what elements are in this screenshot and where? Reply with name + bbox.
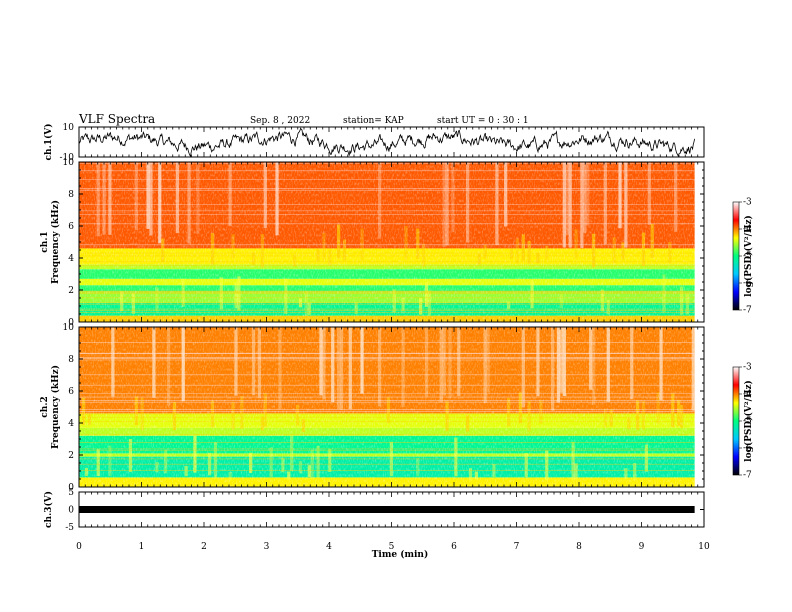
x-tick-label: 3 <box>264 542 270 552</box>
y-tick-label: 6 <box>68 222 74 232</box>
y-axis-title: Frequency (kHz) <box>50 365 61 449</box>
colorbar-label: log(PSD)(V²/Hz) <box>743 215 754 297</box>
panel-3: 0 2 4 6 8 10 ch.2 Frequency (kHz) <box>40 323 705 493</box>
colorbar-tick-label: -4 <box>743 225 752 235</box>
y-tick-label: 6 <box>68 387 74 397</box>
panel-4: 5 0 -5 ch.3(V) <box>43 488 705 533</box>
colorbar-1: -3 -4 -5 -6 -7 log(PSD)(V²/Hz) <box>732 198 754 316</box>
y-axis-title: Frequency (kHz) <box>50 200 61 284</box>
y-tick-label: -10 <box>60 153 75 163</box>
y-tick-label: 2 <box>68 286 74 296</box>
colorbars: -3 -4 -5 -6 -7 log(PSD)(V²/Hz) -3 -4 -5 -6 -7 log(P… <box>732 198 754 481</box>
header-station: station= KAP <box>343 116 404 126</box>
colorbar-bar <box>732 366 740 476</box>
colorbar-tick-label: -3 <box>743 363 752 373</box>
waveform-trace <box>78 127 695 158</box>
y-tick-label: 4 <box>68 254 74 264</box>
y-axis-title: ch.3(V) <box>43 491 54 528</box>
x-tick-label: 2 <box>201 542 207 552</box>
colorbar-tick-label: -3 <box>743 198 752 208</box>
y-tick-label: 4 <box>68 419 74 429</box>
speckle-noise <box>79 162 695 322</box>
x-tick-label: 8 <box>576 542 582 552</box>
y-axis-title: ch.2 <box>40 396 50 417</box>
x-tick-label: 5 <box>389 542 395 552</box>
colorbar-tick-label: -7 <box>743 471 752 481</box>
colorbar-label: log(PSD)(V²/Hz) <box>743 380 754 462</box>
colorbar-tick-label: -5 <box>743 417 752 427</box>
x-tick-label: 9 <box>639 542 645 552</box>
colorbar-tick-label: -6 <box>743 279 752 289</box>
panel-1: 10 -10 ch.1(V) <box>43 123 705 163</box>
x-tick-label: 4 <box>326 542 332 552</box>
y-tick-label: 10 <box>63 158 75 168</box>
y-tick-label: 2 <box>68 451 74 461</box>
colorbar-tick-label: -6 <box>743 444 752 454</box>
x-axis: Time (min) 0 1 2 3 4 5 6 7 8 9 10 <box>76 542 710 560</box>
waveform-trace <box>79 506 695 513</box>
colorbar-2: -3 -4 -5 -6 -7 log(PSD)(V²/Hz) <box>732 363 754 481</box>
panel-2: 0 2 4 6 8 10 ch.1 Frequency (kHz) <box>40 158 705 328</box>
chart-title: VLF Spectra <box>78 112 155 126</box>
y-tick-label: -5 <box>65 523 74 533</box>
y-axis-title: ch.1(V) <box>43 124 54 161</box>
y-tick-label: 10 <box>63 123 75 133</box>
x-tick-label: 6 <box>451 542 457 552</box>
x-tick-label: 1 <box>139 542 145 552</box>
y-tick-label: 0 <box>68 318 74 328</box>
y-tick-label: 5 <box>68 488 74 498</box>
colorbar-bar <box>732 201 740 311</box>
y-tick-label: 8 <box>68 355 74 365</box>
y-tick-label: 10 <box>63 323 75 333</box>
x-tick-label: 0 <box>76 542 82 552</box>
y-axis-title: ch.1 <box>40 231 50 252</box>
spectrogram-image <box>79 327 695 487</box>
header-start-time: start UT = 0 : 30 : 1 <box>437 116 529 126</box>
colorbar-tick-label: -5 <box>743 252 752 262</box>
colorbar-tick-label: -7 <box>743 306 752 316</box>
x-tick-label: 7 <box>514 542 520 552</box>
speckle-noise <box>79 327 695 487</box>
header-date: Sep. 8 , 2022 <box>250 116 310 126</box>
y-tick-label: 0 <box>68 506 74 516</box>
y-tick-label: 0 <box>68 483 74 493</box>
colorbar-tick-label: -4 <box>743 390 752 400</box>
y-tick-label: 8 <box>68 190 74 200</box>
spectrogram-image <box>79 162 695 322</box>
x-axis-title: Time (min) <box>372 549 429 560</box>
x-tick-label: 10 <box>698 542 710 552</box>
